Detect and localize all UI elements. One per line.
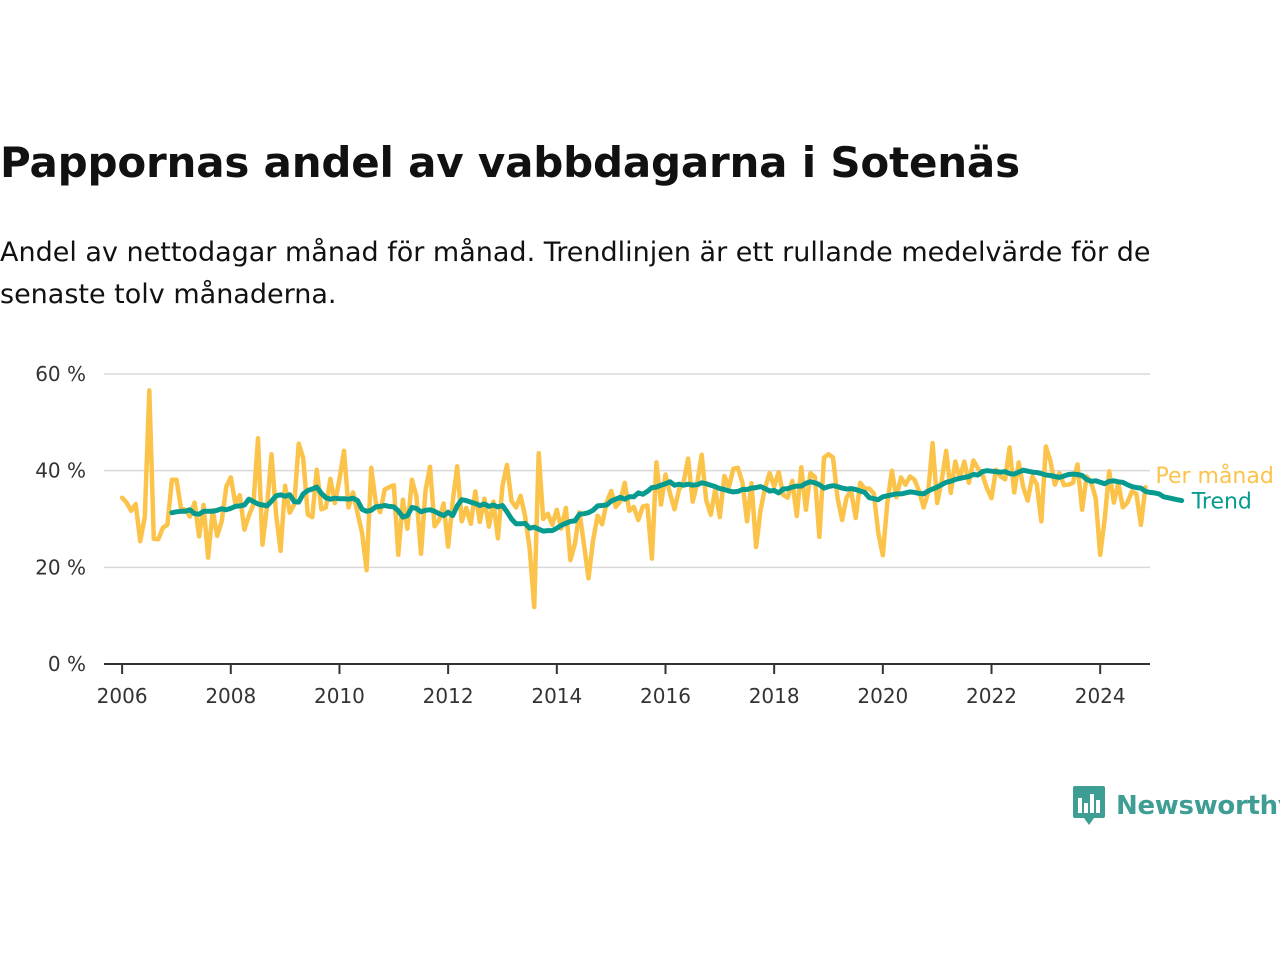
x-tick-label: 2020	[857, 684, 908, 708]
chart-title: Pappornas andel av vabbdagarna i Sotenäs	[0, 138, 1020, 187]
y-tick-label: 40 %	[35, 459, 86, 483]
chart-subtitle: Andel av nettodagar månad för månad. Tre…	[0, 237, 1151, 310]
x-axis	[104, 663, 1150, 674]
x-tick-label: 2006	[97, 684, 148, 708]
x-tick-label: 2018	[749, 684, 800, 708]
brand-name: Newsworthy	[1116, 791, 1280, 821]
newsworthy-bar-chart-icon	[1073, 786, 1105, 825]
x-tick-label: 2010	[314, 684, 365, 708]
x-tick-labels: 2006 2008 2010 2012 2014 2016 2018 2020 2022 2024	[97, 684, 1126, 708]
x-tick-label: 2008	[205, 684, 256, 708]
x-tick-label: 2024	[1075, 684, 1126, 708]
x-tick-label: 2022	[966, 684, 1017, 708]
series-line-trend	[169, 467, 1185, 534]
series-lines	[119, 388, 1185, 610]
y-tick-label: 20 %	[35, 555, 86, 579]
newsworthy-logo: Newsworthy	[1072, 784, 1280, 828]
gridlines	[104, 373, 1150, 569]
y-tick-label: 0 %	[48, 652, 86, 676]
series-end-label: Per månad	[1155, 463, 1273, 489]
y-axis: 0 % 20 % 40 % 60 %	[35, 362, 86, 676]
y-tick-label: 60 %	[35, 362, 86, 386]
line-chart: 0 % 20 % 40 % 60 % 2006 2008 2010 2012 2014 2016…	[35, 362, 1274, 708]
series-line-per-m-nad	[119, 388, 1148, 610]
x-tick-label: 2016	[640, 684, 691, 708]
x-tick-label: 2014	[531, 684, 582, 708]
series-end-label: Trend	[1191, 490, 1252, 515]
x-tick-label: 2012	[423, 684, 474, 708]
